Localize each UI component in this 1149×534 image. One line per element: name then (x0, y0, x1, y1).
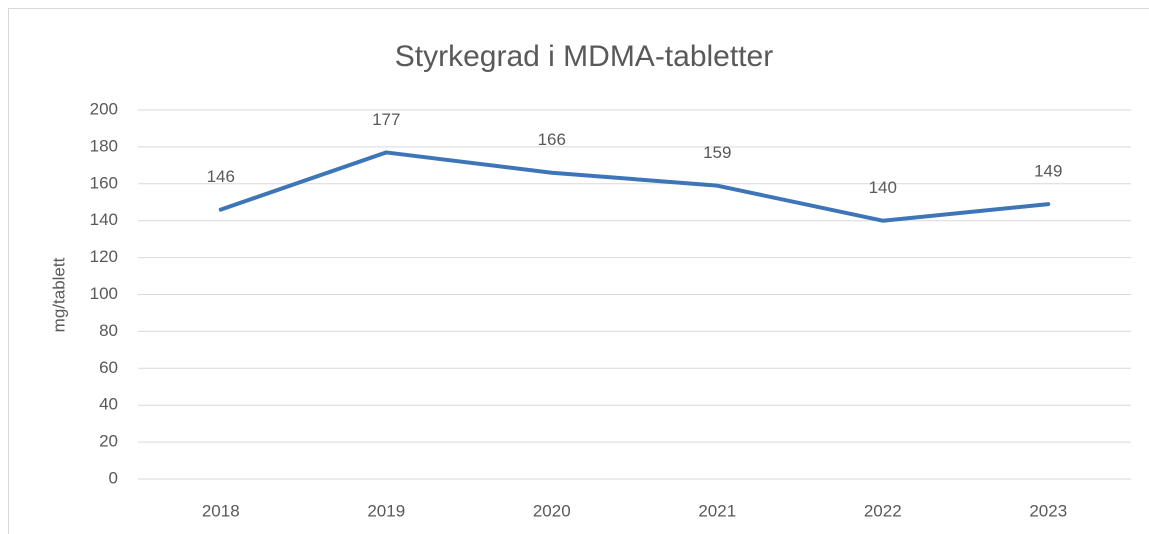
y-tick-label: 180 (90, 136, 118, 155)
data-label: 166 (538, 130, 566, 149)
x-tick-label: 2019 (367, 501, 405, 520)
y-tick-label: 20 (99, 432, 118, 451)
data-label: 177 (372, 110, 400, 129)
x-tick-label: 2020 (533, 501, 571, 520)
y-tick-label: 200 (90, 99, 118, 118)
y-axis-label: mg/tablett (49, 257, 68, 332)
y-tick-label: 80 (99, 321, 118, 340)
chart-title: Styrkegrad i MDMA-tabletter (395, 40, 773, 73)
x-tick-label: 2023 (1029, 501, 1067, 520)
chart-border (8, 8, 1149, 534)
data-line (218, 150, 1051, 223)
y-tick-label: 120 (90, 247, 118, 266)
data-label: 146 (207, 167, 235, 186)
data-label: 140 (869, 178, 897, 197)
data-label: 159 (703, 143, 731, 162)
y-tick-label: 160 (90, 173, 118, 192)
y-tick-label: 100 (90, 284, 118, 303)
x-tick-label: 2022 (864, 501, 902, 520)
y-tick-label: 60 (99, 358, 118, 377)
y-tick-label: 40 (99, 395, 118, 414)
y-tick-label: 140 (90, 210, 118, 229)
x-tick-label: 2021 (698, 501, 736, 520)
x-tick-label: 2018 (202, 501, 240, 520)
y-tick-label: 0 (109, 468, 118, 487)
data-label: 149 (1034, 162, 1062, 181)
